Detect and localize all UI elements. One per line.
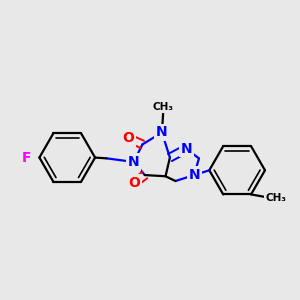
Text: CH₃: CH₃ <box>153 102 174 112</box>
Text: F: F <box>22 151 31 165</box>
Text: O: O <box>128 176 140 190</box>
Text: CH₃: CH₃ <box>265 193 286 202</box>
Text: N: N <box>180 142 192 156</box>
Text: O: O <box>122 131 134 145</box>
Text: N: N <box>188 168 200 182</box>
Text: N: N <box>156 125 168 140</box>
Text: N: N <box>128 155 140 169</box>
